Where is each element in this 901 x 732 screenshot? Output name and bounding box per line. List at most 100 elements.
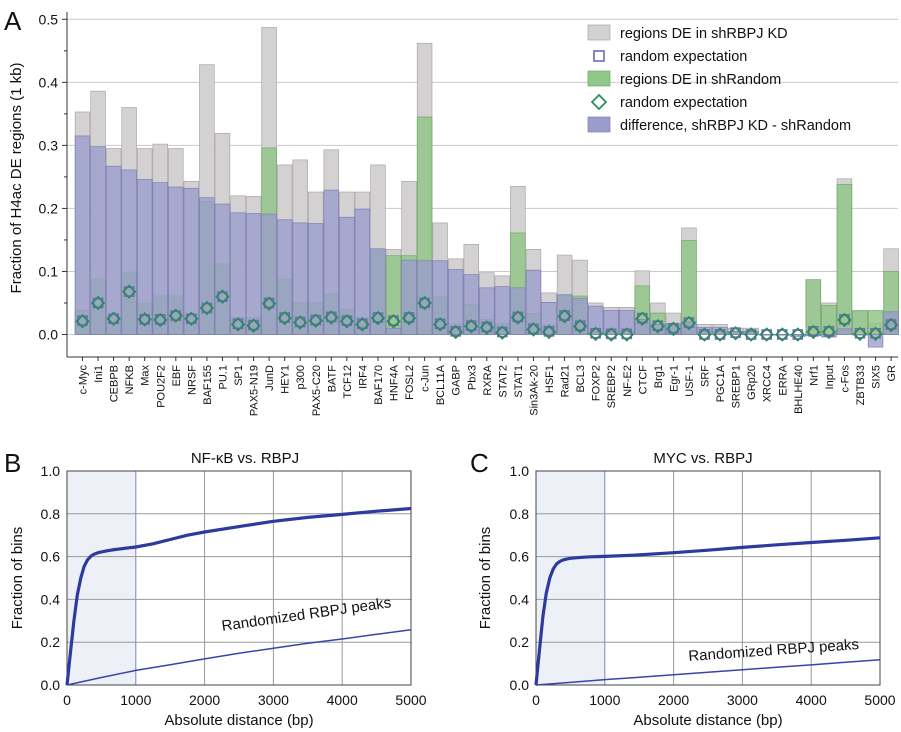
panel-title: MYC vs. RBPJ [653,450,752,467]
bar-difference [90,146,106,335]
marker-random-expectation-diamond [883,317,899,333]
x-tick-label: Rad21 [560,365,572,397]
marker-random-expectation-diamond [697,327,712,342]
x-tick-label: NRSF [186,365,198,395]
bar-difference [556,294,573,335]
marker-random-expectation-square [792,329,804,340]
marker-random-expectation-diamond [479,320,495,335]
marker-random-expectation-diamond [868,326,883,342]
x-tick-label: XRCC4 [762,365,774,402]
marker-random-expectation-diamond [774,327,790,342]
marker-random-expectation-diamond [806,324,821,340]
y-tick-label: 0.4 [39,74,59,90]
x-tick-label: PGC1A [715,364,727,402]
bar-difference [603,310,619,335]
x-tick-label: SIX5 [871,365,883,389]
marker-random-expectation-diamond [121,284,137,299]
bar-difference [168,186,184,335]
x-tick-label: HEY1 [280,365,292,394]
y-tick-label: 0.8 [510,506,530,522]
x-tick-label: JunD [264,365,276,391]
x-tick-label: Pbx3 [466,365,478,390]
x-tick-label: SREBP1 [731,365,743,408]
shaded-region [67,471,136,685]
line-randomized [66,629,412,686]
x-tick-label: 4000 [327,692,358,708]
marker-random-expectation-diamond [557,308,572,324]
legend-swatch-shrandom [587,70,611,87]
bar-difference [758,334,775,336]
x-tick-label: ZBTB33 [855,365,867,405]
y-tick-label: 0.5 [39,11,59,27]
bar-difference [339,216,355,335]
x-tick-label: 5000 [395,692,426,708]
legend-swatch-random-diamond [590,93,608,111]
x-tick-label: Brg1 [653,365,665,388]
y-tick-label: 0.4 [510,591,530,607]
bar-difference [743,330,759,335]
line-randomized [535,658,881,686]
bar-difference [572,298,588,335]
x-tick-label: SRF [700,365,712,387]
panel-b: B 0 1000 2000 3000 4000 5000 0.0 0.2 0.4 0.6 0.8 1.… [4,448,427,729]
x-tick-label: HSF1 [544,365,556,393]
x-tick-label: p300 [295,365,307,389]
panel-c: C 0 1000 2000 3000 4000 5000 0.0 0.2 0.4 0.6 0.8 1.… [470,448,896,729]
x-tick-label: STAT2 [497,365,509,398]
marker-random-expectation-diamond [681,315,697,331]
bar-difference [292,222,308,335]
x-tick-label: 5000 [864,692,895,708]
x-tick-label: GABP [451,365,463,396]
marker-random-expectation-diamond [137,312,152,327]
x-tick-label: STAT1 [513,365,525,398]
marker-random-expectation-square [419,297,430,309]
y-tick-label: 0.1 [39,263,59,279]
x-tick-label: CEBPB [109,365,121,402]
marker-random-expectation-square [123,286,135,297]
y-tick-label: 1.0 [510,463,530,479]
panel-a: A 0.0 0.1 0.2 0.3 0.4 0.5 c-Myc Ini1 CEBPB NFKB Ma… [4,6,899,416]
marker-random-expectation-diamond [401,310,417,326]
x-tick-label: RXRA [482,364,494,395]
x-tick-label: BCL3 [575,365,587,393]
marker-random-expectation-square [186,313,197,325]
y-tick-label: 0.0 [510,677,530,693]
marker-random-expectation-square [201,302,213,314]
panel-a-legend: regions DE in shRBPJ KD random expectatio… [587,24,851,134]
legend-label: regions DE in shRandom [620,72,781,88]
x-tick-label: PAX5-N19 [249,365,261,416]
marker-random-expectation-diamond [526,322,541,337]
marker-random-expectation-diamond [432,317,448,332]
x-tick-label: Sin3Ak-20 [528,365,540,416]
bar-difference [790,334,806,337]
y-tick-label: 0.6 [510,549,530,565]
y-tick-label: 0.2 [39,200,59,216]
x-tick-label: TCF12 [342,365,354,399]
marker-random-expectation-square [714,329,726,340]
y-tick-label: 0.2 [41,634,61,650]
bar-difference [214,203,231,335]
bar-difference [727,330,744,335]
panel-a-bars [74,27,899,348]
marker-random-expectation-diamond [666,321,681,337]
marker-random-expectation-diamond [588,326,603,342]
y-tick-label: 0.0 [41,677,61,693]
marker-random-expectation-diamond [603,327,619,342]
marker-random-expectation-square [217,291,228,302]
marker-random-expectation-diamond [230,317,246,332]
legend-label: random expectation [620,95,747,111]
legend-label: random expectation [620,49,747,65]
bar-difference [261,213,277,335]
x-tick-label: Ini1 [93,365,105,383]
legend-swatch-random-square [593,50,605,62]
x-tick-label: HNF4A [389,364,401,401]
marker-random-expectation-square [776,329,788,340]
marker-random-expectation-diamond [635,311,650,327]
x-tick-label: 0 [63,692,71,708]
legend-label: regions DE in shRBPJ KD [620,26,788,42]
x-tick-label: BHLHE40 [793,365,805,414]
marker-random-expectation-square [139,314,150,325]
marker-random-expectation-diamond [837,312,852,328]
marker-random-expectation-diamond [386,313,401,329]
marker-random-expectation-diamond [495,325,510,340]
